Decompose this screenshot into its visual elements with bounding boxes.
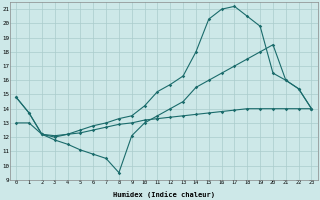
X-axis label: Humidex (Indice chaleur): Humidex (Indice chaleur): [113, 191, 215, 198]
